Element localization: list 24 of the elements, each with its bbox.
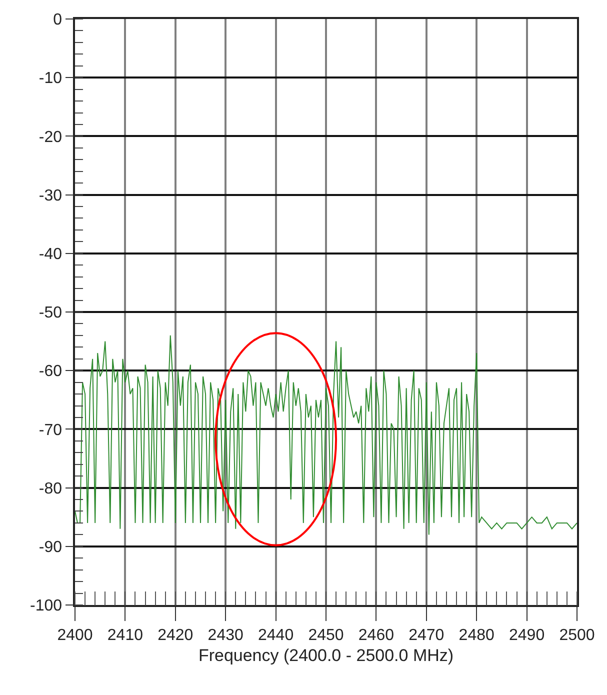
x-tick-label: 2460 (358, 626, 394, 644)
x-tick-label: 2450 (308, 626, 344, 644)
y-tick-label: -90 (38, 539, 62, 556)
y-tick-label: -100 (30, 598, 62, 615)
x-tick-label: 2500 (559, 626, 595, 644)
x-tick-label: 2440 (258, 626, 294, 644)
y-tick-label: 0 (53, 12, 62, 29)
x-tick-label: 2490 (509, 626, 545, 644)
y-tick-label: -60 (38, 363, 62, 380)
x-tick-label: 2480 (458, 626, 494, 644)
y-tick-label: -40 (38, 246, 62, 263)
x-tick-label: 2470 (408, 626, 444, 644)
y-tick-label: -10 (38, 70, 62, 88)
x-tick-label: 2420 (158, 626, 194, 644)
y-tick-label: -70 (38, 422, 62, 439)
line-series (75, 334, 577, 536)
x-tick-label: 2400 (57, 626, 93, 644)
y-tick-label: -30 (38, 187, 62, 204)
y-tick-label: -50 (38, 304, 62, 322)
y-tick-label: -80 (38, 480, 62, 498)
y-tick-label: -20 (38, 128, 62, 146)
x-tick-label: 2410 (107, 626, 144, 644)
x-axis-title: Frequency (2400.0 - 2500.0 MHz) (198, 646, 454, 665)
x-tick-label: 2430 (208, 626, 244, 644)
